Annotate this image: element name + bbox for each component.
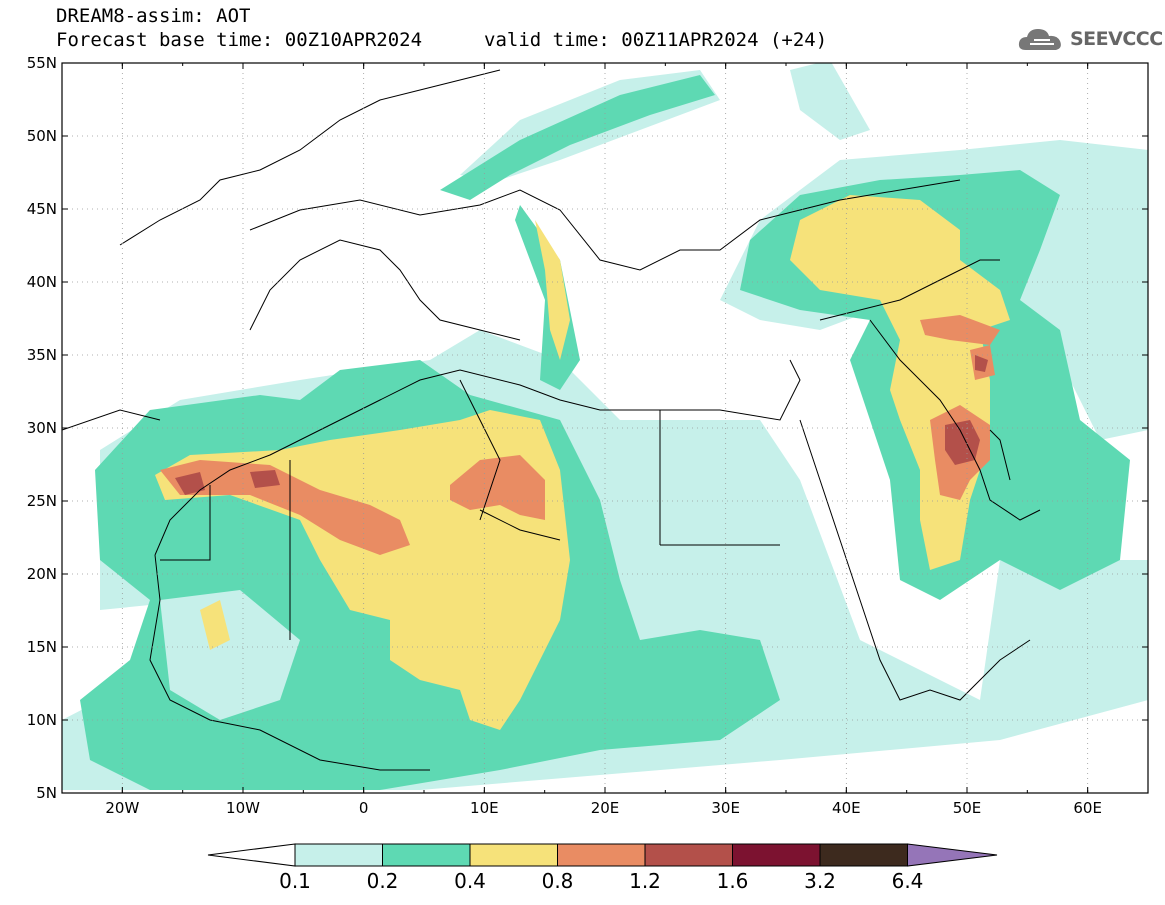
lon-label: 50E bbox=[953, 799, 982, 817]
lat-label: 45N bbox=[27, 200, 57, 218]
seevccc-logo: SEEVCCC bbox=[1016, 22, 1163, 56]
graticule bbox=[62, 63, 1148, 793]
lat-labels: 55N 50N 45N 40N 35N 30N 25N 20N 15N 10N 5N bbox=[27, 54, 57, 802]
lon-label: 10W bbox=[226, 799, 260, 817]
lat-label: 10N bbox=[27, 711, 57, 729]
colorbar-swatch bbox=[294, 843, 383, 867]
colorbar-label: 1.2 bbox=[629, 869, 661, 893]
lon-label: 0 bbox=[359, 799, 369, 817]
colorbar-swatch bbox=[644, 843, 733, 867]
colorbar-label: 0.2 bbox=[367, 869, 399, 893]
lon-label: 30E bbox=[711, 799, 740, 817]
lat-label: 15N bbox=[27, 638, 57, 656]
colorbar-swatch bbox=[382, 843, 471, 867]
lat-label: 20N bbox=[27, 565, 57, 583]
title-valid-time: valid time: 00Z11APR2024 (+24) bbox=[484, 29, 828, 51]
colorbar-under-arrow bbox=[207, 843, 296, 867]
lat-label: 35N bbox=[27, 346, 57, 364]
logo-text: SEEVCCC bbox=[1070, 28, 1163, 50]
lon-label: 60E bbox=[1073, 799, 1102, 817]
lon-label: 20W bbox=[105, 799, 139, 817]
axis-ticks bbox=[61, 62, 1149, 794]
lon-label: 10E bbox=[470, 799, 499, 817]
lat-label: 30N bbox=[27, 419, 57, 437]
lon-labels: 20W 10W 0 10E 20E 30E 40E 50E 60E bbox=[105, 799, 1102, 817]
lat-label: 25N bbox=[27, 492, 57, 510]
colorbar-label: 6.4 bbox=[892, 869, 924, 893]
colorbar-label: 1.6 bbox=[717, 869, 749, 893]
colorbar-over-arrow bbox=[907, 843, 998, 867]
title-model: DREAM8-assim: AOT bbox=[56, 5, 251, 27]
colorbar-swatch bbox=[469, 843, 558, 867]
colorbar-swatch bbox=[557, 843, 646, 867]
colorbar-label: 0.8 bbox=[542, 869, 574, 893]
aot-field bbox=[62, 63, 1148, 790]
colorbar-swatch bbox=[819, 843, 908, 867]
colorbar-label: 3.2 bbox=[804, 869, 836, 893]
lon-label: 20E bbox=[591, 799, 620, 817]
lat-label: 40N bbox=[27, 273, 57, 291]
cloud-icon bbox=[1018, 29, 1061, 50]
title-base-time: Forecast base time: 00Z10APR2024 bbox=[56, 29, 423, 51]
lat-label: 50N bbox=[27, 127, 57, 145]
colorbar: 0.1 0.2 0.4 0.8 1.2 1.6 3.2 6.4 bbox=[207, 843, 998, 893]
colorbar-label: 0.4 bbox=[454, 869, 486, 893]
lon-label: 40E bbox=[832, 799, 861, 817]
lat-label: 55N bbox=[27, 54, 57, 72]
colorbar-swatch bbox=[732, 843, 821, 867]
colorbar-label: 0.1 bbox=[279, 869, 311, 893]
lat-label: 5N bbox=[36, 784, 57, 802]
